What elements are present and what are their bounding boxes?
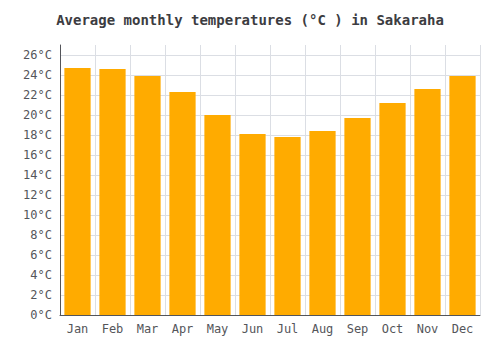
svg-text:0°C: 0°C bbox=[30, 308, 52, 322]
svg-text:Feb: Feb bbox=[102, 322, 124, 336]
svg-text:10°C: 10°C bbox=[23, 208, 52, 222]
svg-text:24°C: 24°C bbox=[23, 68, 52, 82]
svg-text:6°C: 6°C bbox=[30, 248, 52, 262]
svg-text:16°C: 16°C bbox=[23, 148, 52, 162]
svg-text:Mar: Mar bbox=[137, 322, 159, 336]
svg-text:Oct: Oct bbox=[382, 322, 404, 336]
svg-text:Jul: Jul bbox=[277, 322, 299, 336]
svg-text:8°C: 8°C bbox=[30, 228, 52, 242]
svg-text:18°C: 18°C bbox=[23, 128, 52, 142]
svg-text:20°C: 20°C bbox=[23, 108, 52, 122]
svg-text:26°C: 26°C bbox=[23, 48, 52, 62]
svg-text:Average monthly temperatures (: Average monthly temperatures (°C ) in Sa… bbox=[56, 12, 444, 28]
svg-text:12°C: 12°C bbox=[23, 188, 52, 202]
svg-text:Aug: Aug bbox=[312, 322, 334, 336]
svg-text:Jan: Jan bbox=[67, 322, 89, 336]
svg-text:Jun: Jun bbox=[242, 322, 264, 336]
svg-text:Apr: Apr bbox=[172, 322, 194, 336]
svg-text:14°C: 14°C bbox=[23, 168, 52, 182]
svg-text:Dec: Dec bbox=[452, 322, 474, 336]
svg-text:2°C: 2°C bbox=[30, 288, 52, 302]
svg-text:May: May bbox=[207, 322, 229, 336]
svg-text:4°C: 4°C bbox=[30, 268, 52, 282]
svg-text:Nov: Nov bbox=[417, 322, 439, 336]
svg-text:Sep: Sep bbox=[347, 322, 369, 336]
svg-text:22°C: 22°C bbox=[23, 88, 52, 102]
